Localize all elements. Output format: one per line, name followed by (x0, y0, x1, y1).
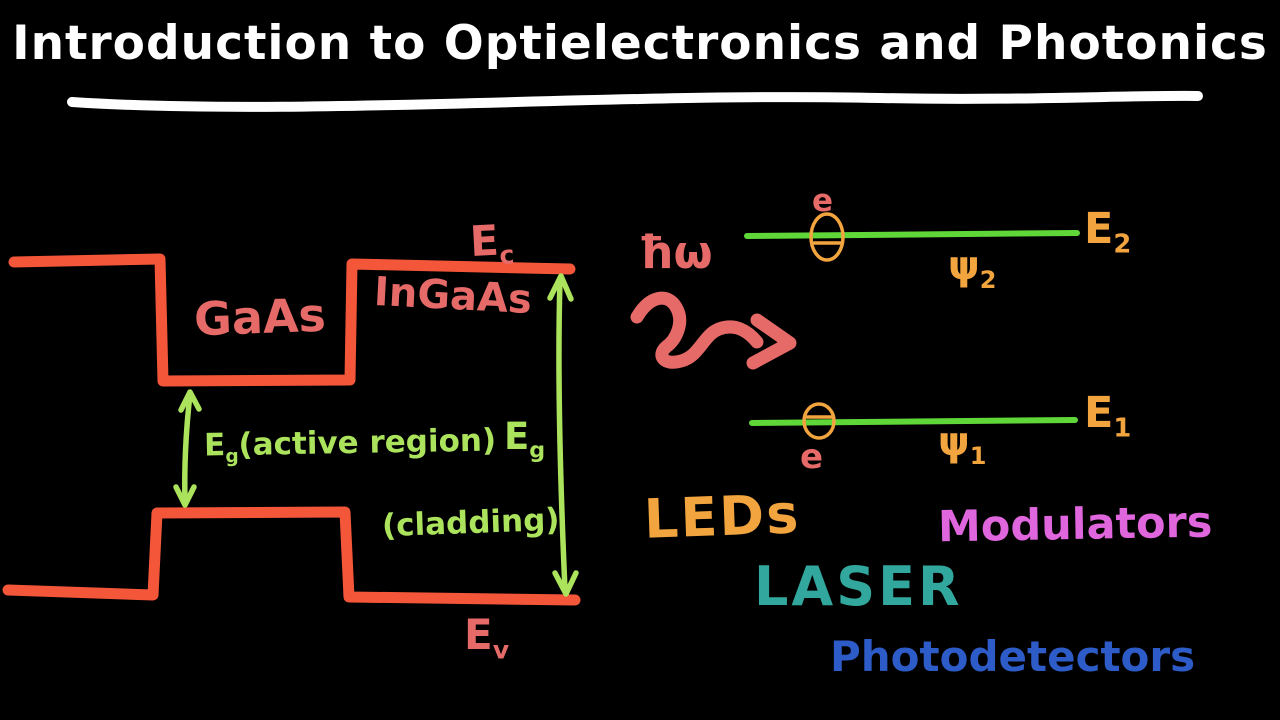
leds-label: LEDs (642, 482, 802, 551)
lower-wavefunction-label: ψ1 (938, 419, 986, 468)
electron-symbol-upper (809, 212, 845, 262)
upper-level-label: E2 (1084, 208, 1131, 258)
bandgap-cladding-label: Eg (504, 415, 545, 461)
electron-circle (809, 212, 845, 262)
label-base: ψ (948, 243, 980, 289)
arrow-head-up (178, 389, 202, 413)
arrow-head-up (547, 273, 574, 302)
label-subscript: g (225, 446, 239, 468)
electron-symbol-lower (802, 402, 836, 440)
modulators-label: Modulators (937, 497, 1213, 553)
label-subscript: 1 (969, 442, 987, 470)
electron-label-lower: e (800, 437, 824, 477)
page-title: Introduction to Optielectronics and Phot… (12, 16, 1268, 71)
arrow-shaft (556, 277, 568, 593)
valence-band-label: Ev (464, 614, 509, 663)
label-base: E (464, 610, 493, 659)
upper-energy-level-line (744, 230, 1080, 239)
bandgap-arrow-cladding (547, 273, 579, 597)
bandgap-active-label: Eg(active region) (203, 422, 497, 467)
conduction-band-label: Ec (468, 215, 515, 270)
arrow-head-down (173, 484, 197, 508)
arrow-shaft (181, 391, 193, 505)
electron-label-upper: e (812, 183, 834, 219)
label-subscript: v (492, 635, 510, 665)
valence-band-line (2, 506, 581, 606)
label-base: E (1084, 204, 1114, 254)
label-subscript: g (529, 437, 546, 464)
label-rest: (active region) (238, 422, 497, 463)
wavy-arrow-head (746, 313, 797, 370)
bandgap-arrow-active (173, 389, 202, 508)
gaas-label: GaAs (193, 287, 327, 347)
lower-level-label: E1 (1084, 392, 1131, 442)
label-base: ψ (938, 419, 970, 465)
electron-circle (802, 402, 836, 440)
label-base: E (504, 415, 530, 458)
cladding-label: (cladding) (381, 501, 561, 545)
label-subscript: 2 (1113, 229, 1132, 260)
conduction-band-line (8, 253, 576, 387)
arrow-head-down (552, 570, 579, 597)
laser-label: LASER (754, 555, 963, 618)
label-subscript: 2 (979, 266, 997, 294)
lower-energy-level-line (749, 417, 1078, 426)
label-base: E (1084, 388, 1114, 438)
photodetectors-label: Photodetectors (830, 632, 1196, 681)
upper-wavefunction-label: ψ2 (948, 243, 996, 292)
photon-label: ħω (638, 226, 713, 279)
label-base: E (203, 427, 226, 464)
label-subscript: c (498, 240, 516, 270)
label-subscript: 1 (1113, 413, 1132, 444)
ingaas-label: InGaAs (372, 268, 534, 324)
title-underline (67, 90, 1203, 112)
label-base: E (468, 215, 500, 267)
wavy-shaft (630, 291, 764, 369)
photon-wavy-arrow (630, 291, 797, 370)
